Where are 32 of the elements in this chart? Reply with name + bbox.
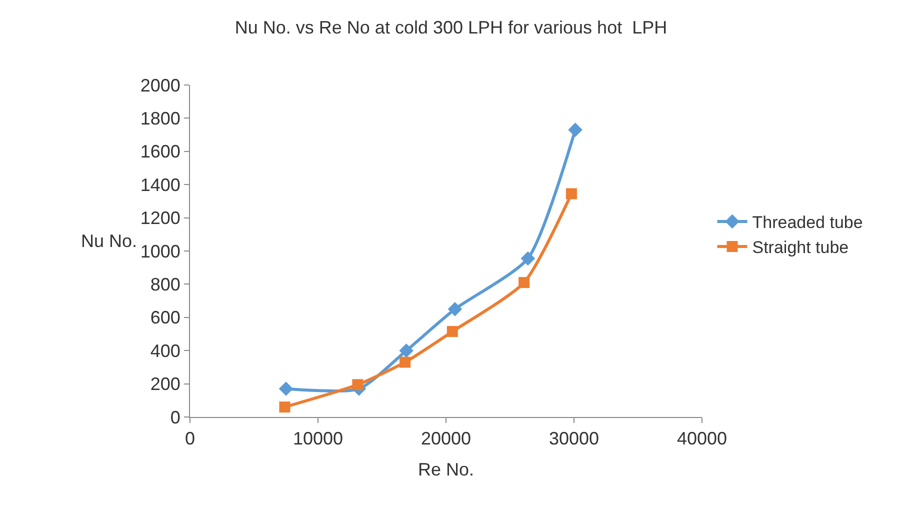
point [518,277,530,288]
y-tick-label: 1400 [140,174,180,195]
point [400,356,411,368]
point [279,402,290,413]
y-tick-label: 400 [150,340,180,361]
y-tick-label: 1200 [140,208,180,228]
x-tick-label: 10000 [292,428,344,449]
legend-label: Threaded tube [752,213,863,232]
point [448,302,462,316]
y-tick-label: 1000 [140,241,180,262]
point [520,251,536,266]
point [568,122,582,137]
legend-label: Straight tube [752,238,849,258]
x-tick-label: 40000 [676,428,728,449]
x-tick-label: 0 [184,428,196,449]
x-tick-label: 20000 [420,428,472,449]
y-tick-label: 600 [150,308,180,328]
point [446,326,458,338]
y-tick-label: 0 [170,407,180,428]
y-axis-title: Nu No. [81,231,138,251]
point [352,379,364,390]
x-tick-label: 30000 [548,428,600,449]
point [399,343,414,358]
x-axis-title: Re No. [418,460,474,480]
y-tick-label: 1600 [140,142,180,162]
point [566,188,577,200]
y-tick-label: 800 [150,274,180,294]
y-tick-label: 2000 [140,75,180,96]
point [278,382,294,396]
chart-title: Nu No. vs Re No at cold 300 LPH for various hot LPH [234,17,668,38]
y-tick-label: 200 [150,374,180,394]
y-tick-label: 1800 [140,108,180,128]
